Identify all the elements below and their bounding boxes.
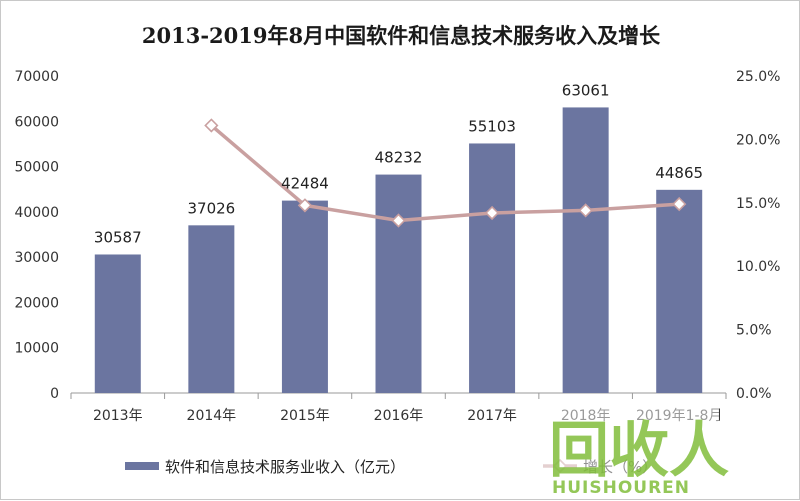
y2-axis-tick-label: 0.0% [736, 386, 772, 402]
bar-series [94, 107, 703, 393]
growth-point [204, 118, 219, 133]
bar-value-label: 44865 [655, 164, 703, 182]
growth-point [391, 213, 406, 228]
y2-axis-tick-label: 10.0% [736, 259, 780, 275]
chart-title: 2013-2019年8月中国软件和信息技术服务收入及增长 [142, 23, 661, 48]
bar [281, 200, 328, 393]
y-axis-tick-label: 20000 [14, 295, 59, 311]
y-axis-tick-label: 10000 [14, 341, 59, 357]
growth-point [578, 203, 593, 218]
bar [656, 189, 703, 393]
axes: 0 10000 20000 30000 40000 50000 60000 70000 0.0%… [14, 69, 780, 424]
bar [188, 225, 235, 393]
y2-axis-tick-label: 20.0% [736, 132, 780, 148]
x-axis-tick-label: 2015年 [280, 408, 330, 424]
y2-axis-tick-label: 15.0% [736, 196, 780, 212]
data-labels: 30587 37026 42484 48232 55103 63061 44865 [94, 81, 703, 246]
growth-point [297, 198, 313, 213]
growth-point [672, 196, 687, 212]
bar-value-label: 42484 [281, 175, 329, 193]
y-axis-tick-label: 0 [50, 386, 59, 402]
bar-value-label: 63061 [562, 81, 610, 99]
growth-line [210, 124, 680, 223]
bar [375, 174, 422, 393]
watermark-text: 回收人 [549, 416, 729, 486]
x-axis-tick-label: 2013年 [93, 408, 143, 424]
bar [469, 143, 516, 393]
bar-value-label: 48232 [375, 149, 423, 167]
legend-label-revenue: 软件和信息技术服务业收入（亿元） [165, 458, 405, 476]
y-axis-tick-label: 50000 [14, 160, 59, 176]
bar [562, 107, 609, 393]
x-axis-tick-label: 2014年 [187, 408, 237, 424]
bar-value-label: 30587 [94, 228, 142, 246]
y-axis-tick-label: 30000 [14, 250, 59, 266]
y-axis-tick-label: 70000 [14, 69, 59, 85]
x-axis-tick-label: 2017年 [467, 408, 517, 424]
bar-value-label: 37026 [187, 199, 235, 217]
y2-axis-tick-label: 5.0% [736, 323, 772, 339]
y2-axis-tick-label: 25.0% [736, 69, 780, 85]
y-axis-tick-label: 40000 [14, 205, 59, 221]
watermark-subtext: HUISHOUREN [552, 478, 690, 498]
y-axis-tick-label: 60000 [14, 114, 59, 130]
watermark-backdrop [541, 406, 719, 496]
x-axis-tick-label: 2016年 [374, 408, 424, 424]
line-series [204, 118, 687, 228]
bar [94, 254, 141, 393]
bar-value-label: 55103 [468, 117, 516, 135]
legend-swatch-revenue [125, 462, 159, 470]
growth-point [484, 205, 500, 221]
